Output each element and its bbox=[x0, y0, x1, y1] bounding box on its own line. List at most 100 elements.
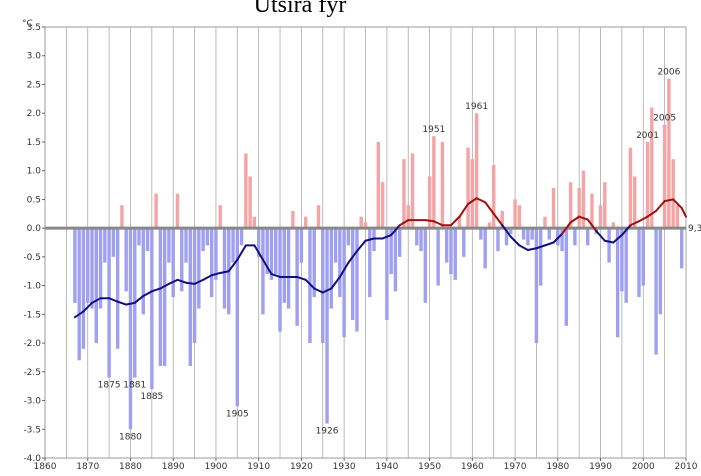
bar bbox=[333, 228, 338, 263]
trend-segment bbox=[202, 274, 213, 281]
trend-segment bbox=[133, 294, 145, 304]
bar bbox=[98, 228, 103, 309]
bar bbox=[120, 205, 124, 229]
bar bbox=[419, 228, 423, 252]
trend-segment bbox=[492, 212, 504, 227]
trend-segment bbox=[338, 261, 350, 278]
y-tick-label: -4.0 bbox=[23, 454, 41, 464]
bar bbox=[432, 136, 436, 229]
bar bbox=[167, 228, 171, 263]
bar bbox=[453, 228, 457, 280]
bar bbox=[406, 205, 410, 229]
trend-segment bbox=[501, 224, 512, 238]
trend-segment bbox=[330, 275, 341, 290]
bar bbox=[568, 182, 573, 229]
bar bbox=[111, 228, 116, 257]
x-tick-label: 1910 bbox=[247, 462, 270, 472]
bar bbox=[577, 187, 581, 229]
year-label: 2001 bbox=[636, 131, 659, 141]
x-tick-label: 2000 bbox=[632, 462, 655, 472]
bar bbox=[581, 170, 586, 229]
year-label: 1881 bbox=[123, 381, 146, 391]
bar bbox=[201, 228, 205, 252]
bar bbox=[329, 228, 334, 309]
y-tick-label: 3.0 bbox=[27, 52, 42, 62]
bar bbox=[90, 228, 94, 309]
trend-segment bbox=[116, 300, 128, 306]
bar bbox=[650, 107, 654, 229]
trend-segment bbox=[655, 200, 666, 212]
y-tick-label: -3.0 bbox=[23, 397, 41, 407]
bar bbox=[368, 228, 372, 298]
trend-segment bbox=[552, 232, 564, 244]
bar bbox=[312, 228, 316, 298]
bar bbox=[526, 228, 530, 246]
trend-segment bbox=[595, 230, 606, 242]
bar bbox=[291, 210, 295, 229]
bar bbox=[265, 228, 269, 275]
y-tick-label: -1.5 bbox=[23, 310, 41, 320]
x-tick-label: 2010 bbox=[675, 462, 698, 472]
trend-segment bbox=[210, 271, 222, 277]
bar bbox=[124, 228, 128, 292]
trend-segment bbox=[680, 207, 687, 218]
trend-segment bbox=[603, 239, 615, 244]
trend-segment bbox=[125, 301, 136, 306]
bar bbox=[479, 228, 483, 240]
x-tick-label: 1880 bbox=[119, 462, 142, 472]
bar bbox=[436, 228, 440, 286]
trend-segment bbox=[381, 234, 393, 240]
bar bbox=[560, 228, 564, 252]
trend-segment bbox=[227, 258, 239, 273]
trend-segment bbox=[355, 239, 367, 253]
trend-segment bbox=[646, 209, 658, 218]
bar bbox=[483, 228, 487, 269]
trend-segment bbox=[296, 275, 307, 281]
bar bbox=[256, 228, 261, 257]
bar bbox=[504, 228, 509, 246]
bar bbox=[521, 228, 526, 240]
bar bbox=[103, 228, 107, 263]
bar bbox=[611, 222, 616, 229]
trend-segment bbox=[261, 258, 273, 276]
bar bbox=[466, 147, 470, 229]
trend-segment bbox=[526, 247, 538, 251]
bar bbox=[184, 228, 188, 263]
trend-segment bbox=[620, 224, 632, 237]
bar bbox=[359, 216, 363, 229]
bar bbox=[415, 228, 419, 246]
bar bbox=[350, 228, 355, 321]
bar bbox=[517, 205, 522, 229]
bar bbox=[175, 193, 180, 229]
bar bbox=[77, 228, 81, 361]
y-tick-label: 2.5 bbox=[27, 80, 41, 90]
bar bbox=[556, 228, 560, 246]
x-tick-label: 1860 bbox=[34, 462, 57, 472]
bar bbox=[509, 228, 513, 234]
trend-segment bbox=[586, 218, 598, 233]
bar bbox=[389, 228, 393, 275]
trend-segment bbox=[313, 287, 324, 294]
bar bbox=[680, 228, 684, 269]
bar bbox=[538, 228, 543, 286]
bar bbox=[192, 228, 197, 344]
bar bbox=[180, 228, 184, 292]
bar bbox=[590, 193, 594, 229]
y-tick-label: -3.5 bbox=[23, 425, 41, 435]
y-unit: °C bbox=[22, 19, 33, 29]
y-tick-label: 0.5 bbox=[27, 195, 41, 205]
bar bbox=[141, 228, 145, 315]
trend-segment bbox=[347, 250, 358, 264]
baseline-label: 9,3 °C bbox=[688, 224, 701, 234]
year-label: 1905 bbox=[226, 409, 249, 419]
bar bbox=[162, 228, 167, 367]
trend-segment bbox=[637, 215, 649, 223]
bar bbox=[393, 228, 398, 292]
trend-segment bbox=[304, 278, 316, 290]
bar bbox=[534, 228, 539, 344]
bar bbox=[380, 182, 385, 229]
trend-segment bbox=[364, 237, 376, 242]
bar bbox=[299, 228, 304, 263]
bar bbox=[624, 228, 628, 303]
